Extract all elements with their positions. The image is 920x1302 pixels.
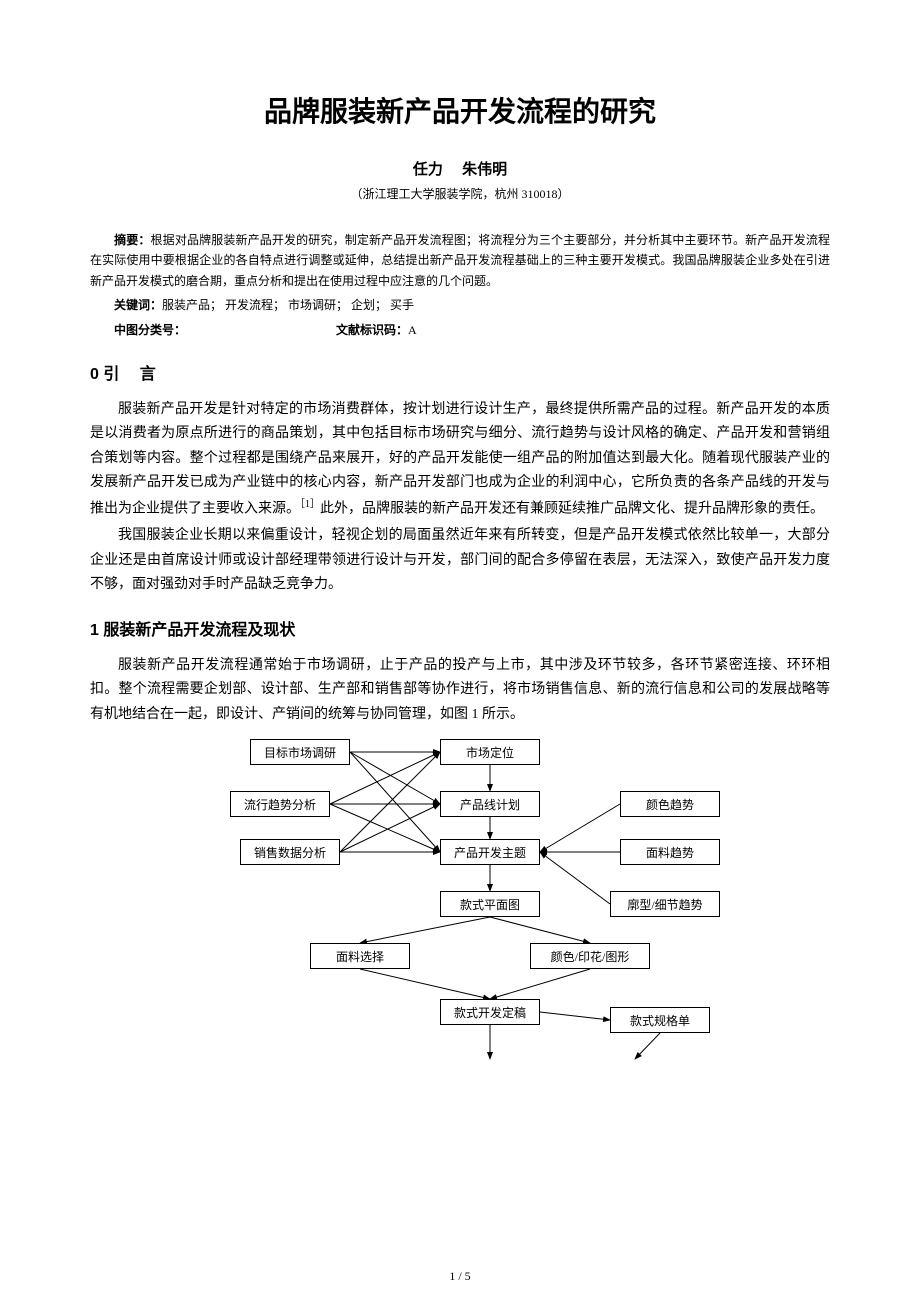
flowchart-node: 颜色趋势 [620,791,720,817]
section-0-num: 0 [90,366,99,383]
paper-authors: 任力 朱伟明 [90,158,830,179]
figure-1-flowchart: 目标市场调研 市场定位流行趋势分析 产品线计划 颜色趋势销售数据分析 产品开发主题 面料趋… [180,739,740,1069]
docid-value: A [408,323,417,337]
flowchart-node: 款式规格单 [610,1007,710,1033]
flowchart-node: 市场定位 [440,739,540,765]
abstract-text: 根据对品牌服装新产品开发的研究，制定新产品开发流程图；将流程分为三个主要部分，并… [90,233,830,288]
flowchart-node: 目标市场调研 [250,739,350,765]
keywords-block: 关键词：服装产品； 开发流程； 市场调研； 企划； 买手 [90,295,830,315]
flowchart-node: 面料趋势 [620,839,720,865]
flowchart-node: 流行趋势分析 [230,791,330,817]
keywords-label: 关键词： [114,298,162,312]
paper-affiliation: （浙江理工大学服装学院，杭州 310018） [90,185,830,202]
flowchart-node: 款式开发定稿 [440,999,540,1025]
section-1-paragraph-1: 服装新产品开发流程通常始于市场调研，止于产品的投产与上市，其中涉及环节较多，各环… [90,654,830,728]
section-0-title: 引 言 [103,366,155,383]
section-0-paragraph-1: 服装新产品开发是针对特定的市场消费群体，按计划进行设计生产，最终提供所需产品的过… [90,398,830,522]
section-0-paragraph-2: 我国服装企业长期以来偏重设计，轻视企划的局面虽然近年来有所转变，但是产品开发模式… [90,524,830,598]
abstract-block: 摘要：根据对品牌服装新产品开发的研究，制定新产品开发流程图；将流程分为三个主要部… [90,230,830,291]
flowchart-node: 廓型/细节趋势 [610,891,720,917]
flowchart-node: 颜色/印花/图形 [530,943,650,969]
paper-title: 品牌服装新产品开发流程的研究 [90,90,830,130]
class-label: 中图分类号： [114,323,186,337]
page-number: 1 / 5 [0,1269,920,1284]
flowchart-node: 面料选择 [310,943,410,969]
flowchart-node: 产品开发主题 [440,839,540,865]
citation-ref-1: ［1］ [300,499,320,510]
flowchart-node: 款式平面图 [440,891,540,917]
flowchart-node: 销售数据分析 [240,839,340,865]
classification-line: 中图分类号： 文献标识码：A [90,320,830,340]
keywords-text: 服装产品； 开发流程； 市场调研； 企划； 买手 [162,298,414,312]
section-1-heading: 1 服装新产品开发流程及现状 [90,616,830,640]
abstract-label: 摘要： [114,233,151,247]
flowchart-node: 产品线计划 [440,791,540,817]
docid-label: 文献标识码： [336,323,408,337]
section-0-heading: 0 引 言 [90,360,830,384]
